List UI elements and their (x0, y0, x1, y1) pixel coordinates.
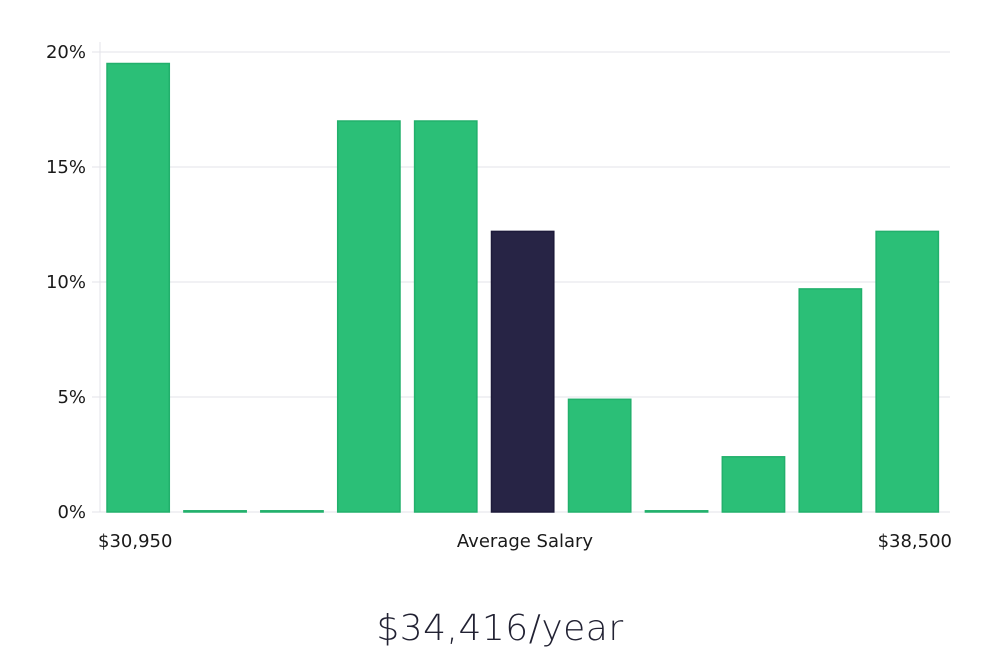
y-axis: 0% 5% 10% 15% 20% (46, 42, 101, 523)
y-tick-label: 10% (46, 272, 86, 293)
bar (413, 120, 478, 513)
bar (336, 120, 401, 513)
bar (567, 398, 632, 513)
bar (798, 288, 863, 513)
y-tick-label: 15% (46, 157, 86, 178)
salary-histogram: 0% 5% 10% 15% 20% $30,950 Average Salary $38… (46, 42, 952, 552)
average-salary-value: $34,416/year (376, 608, 624, 649)
bar-average-salary (490, 230, 555, 513)
y-tick-label: 5% (57, 387, 86, 408)
y-tick-label: 0% (57, 502, 86, 523)
bar (644, 510, 709, 513)
bar (183, 510, 247, 513)
bar (106, 62, 171, 513)
bar (721, 456, 786, 513)
bar (260, 510, 324, 513)
x-label-center: Average Salary (457, 531, 594, 552)
x-label-max: $38,500 (878, 531, 952, 552)
x-label-min: $30,950 (98, 531, 172, 552)
y-tick-label: 20% (46, 42, 86, 63)
bars (106, 62, 940, 513)
bar (875, 230, 940, 513)
